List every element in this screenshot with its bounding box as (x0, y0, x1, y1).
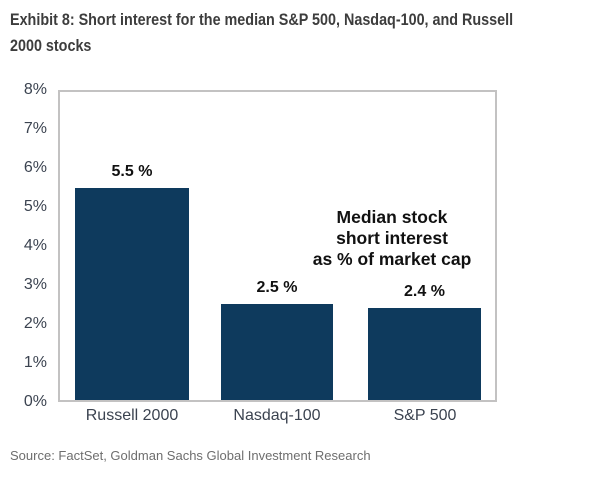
exhibit-title: Exhibit 8: Short interest for the median… (10, 7, 513, 59)
x-label-russell-2000: Russell 2000 (85, 407, 179, 424)
source-note: Source: FactSet, Goldman Sachs Global In… (10, 448, 371, 463)
y-tick-label: 5% (23, 198, 47, 215)
exhibit-title-line1: Exhibit 8: Short interest for the median… (10, 11, 514, 29)
chart-annotation-line2: short interest (336, 228, 448, 248)
value-label-russell-2000: 5.5 % (111, 163, 153, 180)
y-tick-label: 0% (23, 393, 47, 410)
x-label-sp-500: S&P 500 (393, 407, 457, 424)
value-label-nasdaq-100: 2.5 % (256, 279, 298, 296)
chart-annotation: Median stock short interest as % of mark… (313, 207, 472, 270)
x-label-nasdaq-100: Nasdaq-100 (233, 407, 321, 424)
plot-area: Median stock short interest as % of mark… (58, 90, 497, 402)
y-tick-label: 3% (23, 276, 47, 293)
bar-nasdaq-100 (221, 304, 333, 400)
exhibit-title-line2: 2000 stocks (10, 37, 92, 55)
bar-group-nasdaq-100: 2.5 % (221, 92, 333, 400)
bar-group-russell-2000: 5.5 % (75, 92, 189, 400)
y-tick-label: 8% (23, 81, 47, 98)
bar-sp-500 (368, 308, 481, 400)
y-tick-label: 1% (23, 354, 47, 371)
plot-inner: Median stock short interest as % of mark… (60, 92, 495, 400)
y-tick-label: 7% (23, 120, 47, 137)
y-tick-label: 6% (23, 159, 47, 176)
y-tick-label: 2% (23, 315, 47, 332)
value-label-sp-500: 2.4 % (404, 283, 445, 300)
chart-annotation-line3: as % of market cap (312, 249, 472, 269)
chart-annotation-line1: Median stock (336, 207, 448, 227)
y-tick-label: 4% (23, 237, 47, 254)
bar-group-sp-500: 2.4 % (368, 92, 481, 400)
bar-russell-2000 (75, 188, 189, 400)
